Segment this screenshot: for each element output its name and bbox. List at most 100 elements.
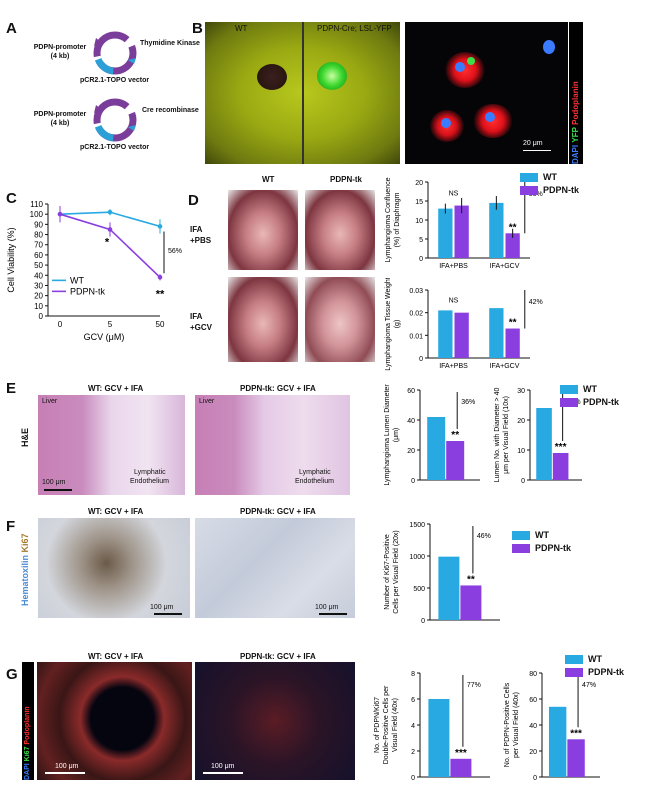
nucleus <box>485 112 495 122</box>
annotation-ns: NS <box>449 191 459 198</box>
if-image-wt: 100 μm <box>37 662 192 780</box>
panel-letter-c: C <box>6 190 17 207</box>
y-tick-label: 0 <box>411 775 415 782</box>
annotation-ns: NS <box>449 298 459 305</box>
legend-swatch-wt <box>560 384 578 394</box>
e-title-tk: PDPN-tk: GCV + IFA <box>240 384 316 393</box>
y-tick-label: 0 <box>411 478 415 485</box>
y-tick-label: 30 <box>34 281 43 290</box>
stain-dapi-g: DAPI <box>24 763 31 780</box>
bar-PDPN-tk <box>567 739 585 777</box>
y-tick-label: 20 <box>529 749 537 756</box>
data-point <box>107 227 113 232</box>
y-axis-label: per Visual Field (40x) <box>513 692 520 758</box>
y-axis-label: μm per Visual Field (10x) <box>503 396 510 474</box>
diaphragm-photo-wt-gcv <box>228 277 298 362</box>
d-row1-ifa: IFA <box>190 225 203 234</box>
y-tick-label: 30 <box>517 388 525 395</box>
panel-letter-g: G <box>6 666 18 683</box>
bar-WT <box>427 417 446 480</box>
legend-swatch-wt <box>520 172 538 182</box>
stain-pdpn-g: Podoplanin <box>24 706 31 745</box>
legend-f-wt: WT <box>535 530 549 540</box>
legend-g-tk: PDPN-tk <box>588 667 625 677</box>
y-tick-label: 8 <box>411 671 415 678</box>
stain-legend-g: DAPI Ki67 Podoplanin <box>22 662 34 780</box>
bar-WT <box>438 556 460 620</box>
legend-swatch-tk <box>512 543 530 553</box>
y-tick-label: 1500 <box>409 522 425 529</box>
bar-PDPN-tk <box>505 233 520 258</box>
y-tick-label: 20 <box>415 180 423 187</box>
bar-PDPN-tk <box>454 205 469 258</box>
he-lymph1-tk: Lymphatic <box>299 469 331 476</box>
y-tick-label: 80 <box>34 231 43 240</box>
annotation-percent: 56% <box>168 248 182 255</box>
he-lymph2-wt: Endothelium <box>130 478 169 485</box>
legend-e-wt: WT <box>583 384 597 394</box>
double-positive-chart: 0 2 4 6 8 No. of PDPN/Ki67 Double-Positive Cel… <box>374 671 490 782</box>
bar-PDPN-tk <box>460 585 482 620</box>
y-axis-label: (g) <box>394 320 401 329</box>
ihc-image-tk: 100 μm <box>195 518 355 618</box>
ihc-hema: Hematoxilin <box>20 555 30 607</box>
bar-PDPN-tk <box>450 758 472 777</box>
plasmid2-gene: Cre recombinase <box>142 107 199 114</box>
y-tick-label: 70 <box>34 241 43 250</box>
scale-bar-g2 <box>203 772 243 774</box>
nucleus <box>543 40 555 54</box>
stain-legend-b: DAPI YFP Podoplanin <box>569 22 583 164</box>
y-axis-label: Lumen No. with Diameter > 40 <box>494 388 501 483</box>
data-point <box>57 211 63 217</box>
annotation-star: * <box>105 236 110 248</box>
y-tick-label: 0 <box>521 478 525 485</box>
d-row2-gcv: +GCV <box>190 323 213 332</box>
plasmid2-size: (4 kb) <box>50 120 70 127</box>
panel-letter-f: F <box>6 518 16 535</box>
he-label: H&E <box>20 428 30 448</box>
legend-swatch-tk <box>565 667 583 677</box>
diaphragm-photo-tk-gcv <box>305 277 375 362</box>
scale-label-f-tk: 100 μm <box>315 604 339 611</box>
y-tick-label: 0 <box>419 356 423 363</box>
y-tick-label: 50 <box>34 261 43 270</box>
y-tick-label: 5 <box>419 237 423 244</box>
y-tick-label: 60 <box>407 388 415 395</box>
x-axis-label: GCV (μM) <box>84 332 125 342</box>
diaphragm-photo-tk-pbs <box>305 190 375 270</box>
y-axis-label: Double-Positive Cells per <box>383 685 390 764</box>
scale-label-f-wt: 100 μm <box>150 604 174 611</box>
legend-label: PDPN-tk <box>70 286 106 296</box>
y-axis-label: Number of Ki67-Positive <box>384 534 391 610</box>
y-tick-label: 90 <box>34 220 43 229</box>
bar-WT <box>438 310 453 358</box>
y-tick-label: 10 <box>34 302 43 311</box>
bar-WT <box>548 706 567 777</box>
legend-f: WT PDPN-tk <box>512 530 571 553</box>
tissue-weight-chart: 0 0.01 0.02 0.03 Lymphangioma Tissue Weight(… <box>385 278 543 371</box>
y-axis-label: No. of PDPN/Ki67 <box>374 697 381 753</box>
scale-bar-b <box>523 150 551 151</box>
y-tick-label: 6 <box>411 697 415 704</box>
y-tick-label: 500 <box>413 586 425 593</box>
stain-ki-g: Ki67 <box>24 746 31 762</box>
bar-PDPN-tk <box>505 328 520 358</box>
x-tick-label: IFA+GCV <box>490 363 520 370</box>
annotation-star: ** <box>509 222 517 233</box>
y-tick-label: 60 <box>34 251 43 260</box>
y-axis-label: No. of PDPN-Positive Cells <box>504 682 511 767</box>
cell-blob <box>445 52 485 88</box>
panel-letter-a: A <box>6 20 17 37</box>
annotation-percent: 46% <box>477 533 491 540</box>
annotation-percent: 47% <box>582 682 596 689</box>
bar-WT <box>428 699 450 777</box>
y-tick-label: 20 <box>34 292 43 301</box>
data-point <box>157 224 163 229</box>
annotation-percent: 36% <box>461 399 475 406</box>
y-tick-label: 4 <box>411 723 415 730</box>
d-row1-pbs: +PBS <box>190 236 212 245</box>
legend-swatch-tk <box>520 185 538 195</box>
scale-label-g-tk: 100 μm <box>211 763 235 770</box>
y-tick-label: 0 <box>419 256 423 263</box>
diaphragm-photo-wt-pbs <box>228 190 298 270</box>
